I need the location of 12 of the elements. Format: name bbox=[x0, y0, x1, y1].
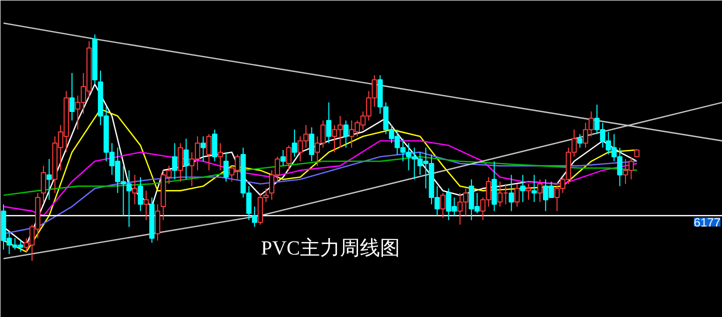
text: PVC主力周线图 bbox=[261, 236, 400, 260]
candlestick bbox=[218, 142, 223, 171]
candlestick bbox=[144, 190, 149, 221]
candlestick bbox=[520, 174, 526, 203]
candlestick bbox=[69, 72, 75, 122]
candlestick bbox=[183, 138, 189, 180]
candlestick bbox=[132, 174, 138, 205]
candlestick bbox=[508, 174, 514, 212]
candlestick bbox=[532, 174, 537, 203]
candlestick bbox=[172, 142, 178, 180]
annotation: 6177 bbox=[694, 216, 721, 230]
candlestick bbox=[46, 158, 52, 200]
